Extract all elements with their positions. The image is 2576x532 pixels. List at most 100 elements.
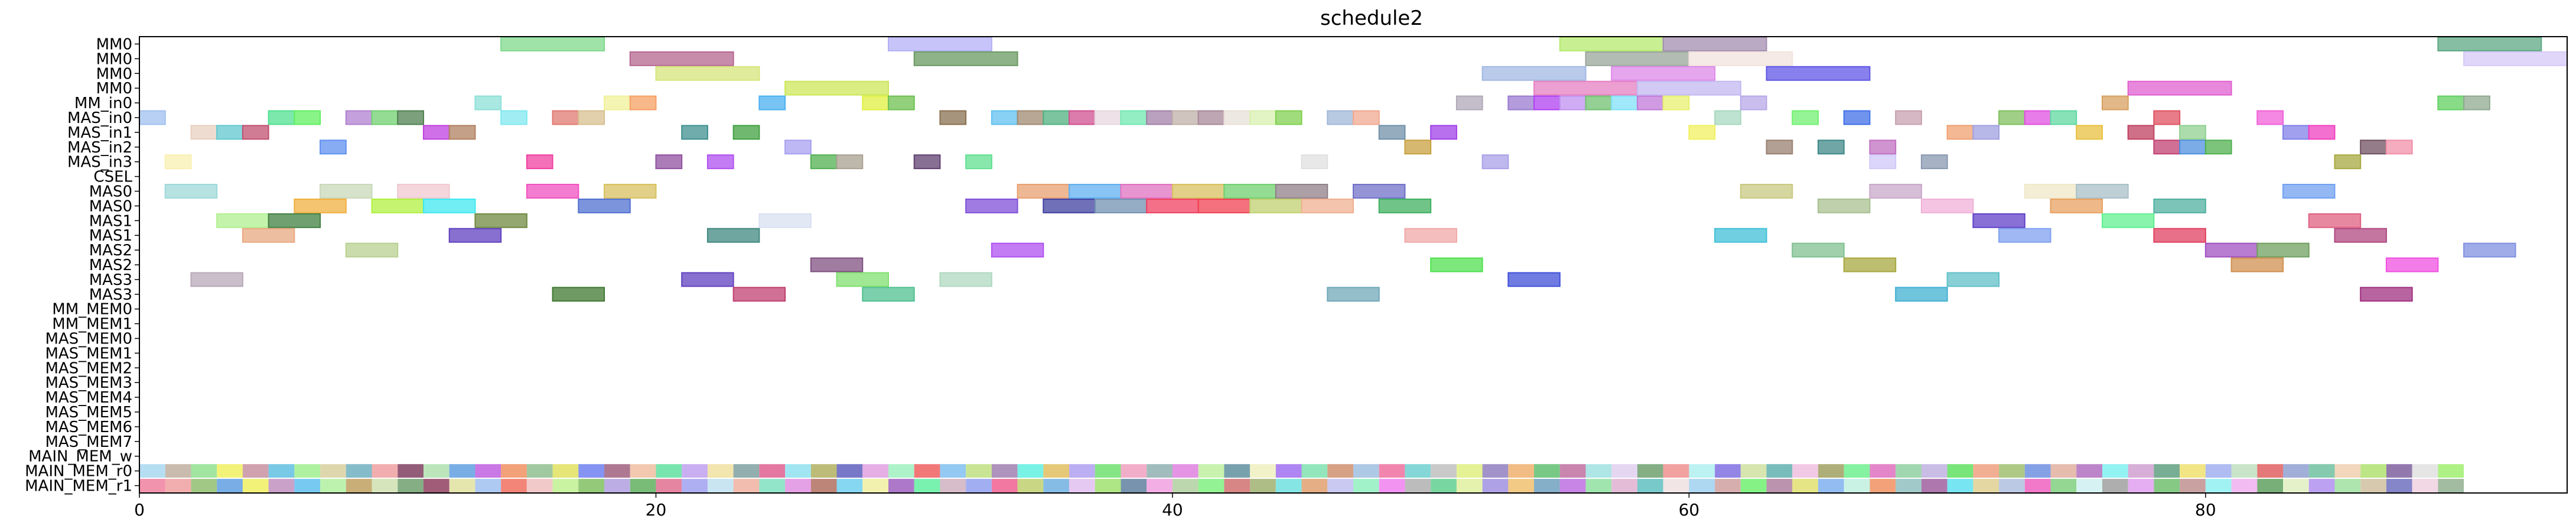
task-bar: [1249, 110, 1276, 125]
task-bar: [1533, 80, 1638, 96]
task-bar: [1353, 110, 1380, 125]
task-bar: [681, 272, 734, 287]
memory-access-bar: [1069, 464, 1095, 478]
y-tick-label: MAS_MEM5: [45, 404, 132, 421]
task-bar: [2050, 110, 2077, 125]
task-bar: [1946, 272, 2000, 287]
task-bar: [1197, 198, 1251, 213]
task-bar: [810, 257, 864, 273]
memory-access-bar: [682, 479, 708, 493]
task-bar: [2308, 213, 2362, 228]
memory-access-bar: [604, 479, 630, 493]
memory-access-bar: [991, 479, 1018, 493]
task-bar: [1327, 287, 1380, 302]
task-bar: [2256, 110, 2284, 125]
memory-access-bar: [372, 464, 398, 478]
memory-access-bar: [2154, 464, 2180, 478]
y-tick-label: MAS_in2: [67, 139, 132, 157]
task-bar: [1920, 154, 1948, 170]
memory-access-bar: [346, 479, 372, 493]
task-bar: [2153, 228, 2206, 243]
memory-access-bar: [1611, 464, 1637, 478]
y-tick-label: MAIN_MEM_r0: [25, 463, 132, 481]
memory-access-bar: [1482, 479, 1509, 493]
memory-access-bar: [1921, 464, 1948, 478]
task-bar: [758, 95, 786, 111]
memory-access-bar: [1792, 479, 1819, 493]
memory-access-bar: [1921, 479, 1948, 493]
memory-access-bar: [552, 479, 579, 493]
task-bar: [836, 272, 889, 287]
memory-access-bar: [294, 479, 321, 493]
memory-access-bar: [1559, 479, 1586, 493]
task-bar: [2204, 140, 2232, 155]
memory-access-bar: [1947, 479, 1973, 493]
task-bar: [2360, 140, 2387, 155]
task-bar: [1998, 110, 2025, 125]
task-bar: [242, 228, 295, 243]
memory-access-bar: [2050, 464, 2077, 478]
memory-access-bar: [2024, 464, 2051, 478]
task-bar: [1869, 140, 1897, 155]
memory-access-bar: [1043, 479, 1070, 493]
task-bar: [1327, 110, 1354, 125]
task-bar: [552, 287, 605, 302]
memory-access-bar: [372, 479, 398, 493]
y-tick-label: MAS0: [89, 183, 132, 200]
task-bar: [294, 110, 321, 125]
memory-access-bar: [346, 464, 372, 478]
y-tick-label: MAS_MEM6: [45, 419, 132, 436]
task-bar: [1714, 110, 1741, 125]
memory-access-bar: [501, 464, 527, 478]
task-bar: [1766, 140, 1793, 155]
task-bar: [190, 272, 243, 287]
memory-access-bar: [1585, 464, 1612, 478]
memory-access-bar: [836, 479, 863, 493]
task-bar: [991, 242, 1044, 258]
task-bar: [784, 80, 889, 96]
task-bar: [732, 125, 760, 140]
y-tick-label: MM0: [96, 65, 132, 83]
memory-access-bar: [1715, 479, 1741, 493]
memory-access-bar: [810, 479, 837, 493]
memory-access-bar: [1663, 464, 1689, 478]
memory-access-bar: [1224, 479, 1250, 493]
memory-access-bar: [1585, 479, 1612, 493]
memory-access-bar: [242, 464, 269, 478]
memory-access-bar: [733, 479, 760, 493]
y-tick-label: MAS3: [89, 271, 132, 289]
task-bar: [2308, 125, 2336, 140]
memory-access-bar: [785, 464, 811, 478]
memory-access-bar: [165, 464, 191, 478]
memory-access-bar: [1870, 464, 1896, 478]
x-tick-label: 60: [1679, 500, 1700, 520]
memory-access-bar: [1896, 464, 1922, 478]
memory-access-bar: [1431, 464, 1457, 478]
memory-access-bar: [1637, 479, 1663, 493]
task-bar: [1869, 154, 1897, 170]
task-bar: [2230, 257, 2284, 273]
memory-access-bar: [630, 464, 656, 478]
memory-access-bar: [2102, 479, 2128, 493]
task-bar: [242, 125, 269, 140]
memory-access-bar: [1534, 464, 1560, 478]
memory-access-bar: [707, 479, 734, 493]
y-tick-label: MAS0: [89, 197, 132, 215]
task-bar: [784, 140, 812, 155]
memory-access-bar: [1121, 464, 1147, 478]
memory-access-bar: [2076, 464, 2102, 478]
memory-access-bar: [1405, 464, 1431, 478]
task-bar: [1714, 228, 1767, 243]
task-bar: [1223, 110, 1251, 125]
y-tick-label: MAS1: [89, 227, 132, 245]
task-bar: [371, 198, 424, 213]
task-bar: [474, 95, 502, 111]
task-bar: [1611, 95, 1638, 111]
task-bar: [1069, 184, 1122, 199]
task-bar: [1611, 66, 1716, 81]
task-bar: [2024, 184, 2077, 199]
task-bar: [294, 198, 347, 213]
x-tick-label: 80: [2195, 500, 2216, 520]
memory-access-bar: [1947, 464, 1973, 478]
